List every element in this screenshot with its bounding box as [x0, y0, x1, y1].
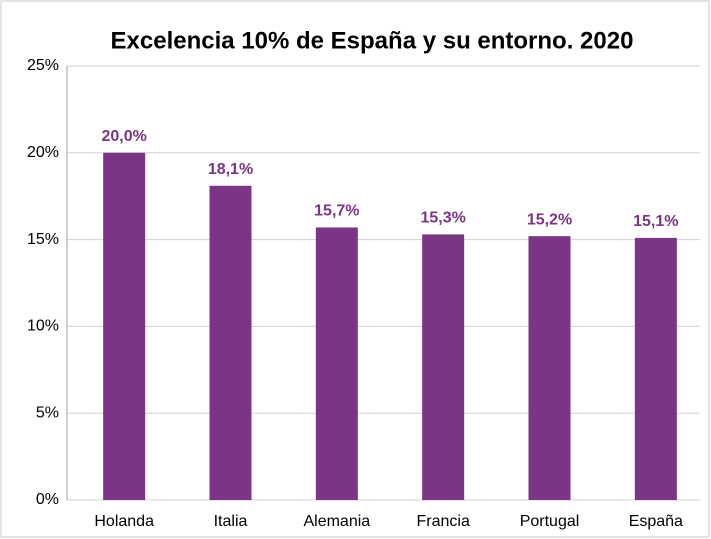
- value-label: 15,3%: [420, 210, 465, 227]
- value-label: 15,1%: [633, 213, 678, 230]
- bar: [315, 227, 358, 500]
- y-tick-label: 15%: [27, 231, 59, 248]
- value-label: 15,2%: [527, 211, 572, 228]
- bar: [422, 234, 465, 500]
- x-tick-label: España: [629, 513, 683, 530]
- value-label: 15,7%: [314, 203, 359, 220]
- bar: [634, 237, 677, 500]
- value-label: 20,0%: [101, 128, 146, 145]
- x-tick-label: Portugal: [520, 513, 580, 530]
- bar: [103, 152, 146, 501]
- bar: [528, 236, 571, 501]
- y-tick-label: 5%: [36, 404, 59, 421]
- value-label: 18,1%: [208, 161, 253, 178]
- y-tick-label: 20%: [27, 144, 59, 161]
- x-tick-label: Alemania: [303, 513, 370, 530]
- x-tick-label: Holanda: [94, 513, 154, 530]
- x-tick-label: Francia: [416, 513, 469, 530]
- y-tick-label: 25%: [27, 57, 59, 74]
- y-tick-label: 10%: [27, 318, 59, 335]
- x-tick-label: Italia: [214, 513, 248, 530]
- bar: [209, 185, 252, 500]
- chart-title: Excelencia 10% de España y su entorno. 2…: [111, 27, 634, 54]
- y-tick-label: 0%: [36, 491, 59, 508]
